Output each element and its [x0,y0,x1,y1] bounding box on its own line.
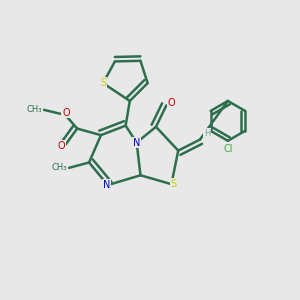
Text: O: O [58,141,65,151]
Text: O: O [167,98,175,108]
Text: O: O [62,108,70,118]
Text: Cl: Cl [223,144,232,154]
Text: S: S [171,179,177,189]
Text: H: H [204,129,210,138]
Text: N: N [103,180,110,190]
Text: CH₃: CH₃ [51,163,67,172]
Text: CH₃: CH₃ [27,105,42,114]
Text: S: S [100,78,106,88]
Text: N: N [133,138,140,148]
